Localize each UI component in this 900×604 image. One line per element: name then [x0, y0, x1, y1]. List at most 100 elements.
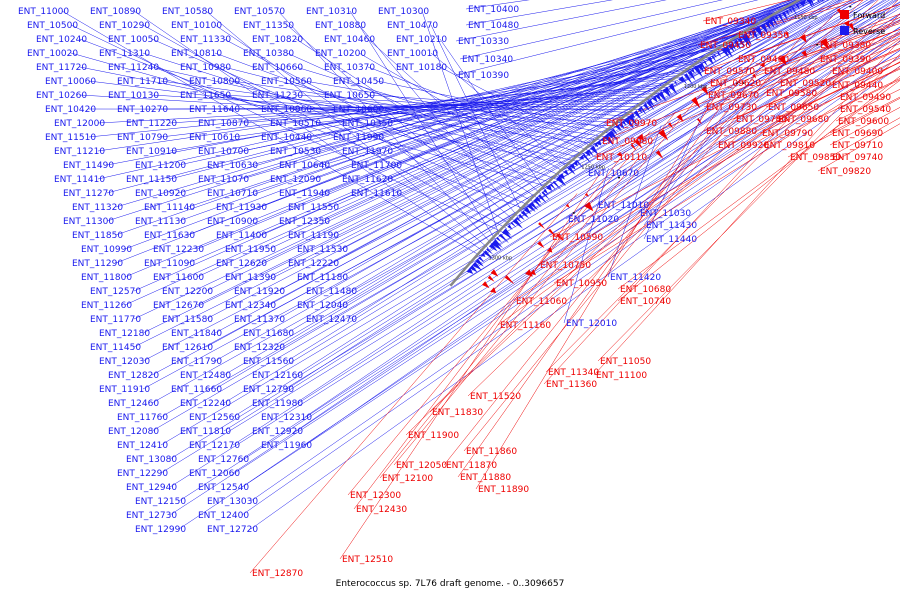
gene-label: ENT_12570	[90, 287, 141, 297]
gene-label: ENT_09460	[738, 55, 789, 65]
gene-label: ENT_10640	[279, 161, 330, 171]
gene-label: ENT_11550	[288, 203, 339, 213]
gene-label: ENT_12170	[189, 441, 240, 451]
gene-label: ENT_11420	[610, 273, 661, 283]
leader-line	[564, 168, 609, 323]
gene-label: ENT_10890	[90, 7, 141, 17]
legend-label: Reverse	[853, 27, 885, 36]
gene-label: ENT_11370	[234, 315, 285, 325]
gene-label: ENT_10460	[324, 35, 375, 45]
gene-label: ENT_10950	[556, 279, 607, 289]
gene-label: ENT_10560	[261, 77, 312, 87]
forward-feature	[566, 204, 570, 208]
gene-label: ENT_11990	[333, 133, 384, 143]
gene-label: ENT_10340	[462, 55, 513, 65]
gene-label: ENT_12340	[225, 301, 276, 311]
gene-label: ENT_12790	[243, 385, 294, 395]
gene-label: ENT_10060	[45, 77, 96, 87]
gene-label: ENT_09670	[708, 91, 759, 101]
gene-label: ENT_12100	[382, 474, 433, 484]
gene-label: ENT_11910	[99, 385, 150, 395]
gene-label: ENT_10270	[117, 105, 168, 115]
gene-label: ENT_11390	[225, 273, 276, 283]
gene-label: ENT_11350	[243, 21, 294, 31]
gene-label: ENT_10440	[261, 133, 312, 143]
other-feature	[849, 6, 851, 8]
gene-label: ENT_12300	[350, 491, 401, 501]
gene-label: ENT_10470	[387, 21, 438, 31]
gene-label: ENT_10050	[108, 35, 159, 45]
gene-label: ENT_11960	[261, 441, 312, 451]
gene-label: ENT_10980	[180, 63, 231, 73]
gene-label: ENT_10350	[342, 119, 393, 129]
gene-label: ENT_11200	[135, 161, 186, 171]
gene-label: ENT_11970	[342, 147, 393, 157]
gene-label: ENT_09540	[840, 105, 891, 115]
gene-label: ENT_12460	[108, 399, 159, 409]
gene-label: ENT_09710	[832, 141, 883, 151]
gene-label: ENT_12080	[108, 427, 159, 437]
gene-label: ENT_09400	[832, 67, 883, 77]
gene-label: ENT_11610	[351, 189, 402, 199]
gene-label: ENT_10180	[396, 63, 447, 73]
gene-label: ENT_11790	[171, 357, 222, 367]
gene-label: ENT_11130	[135, 217, 186, 227]
gene-label: ENT_12610	[162, 343, 213, 353]
gene-label: ENT_09730	[706, 103, 757, 113]
gene-label: ENT_12870	[252, 569, 303, 579]
gene-label: ENT_10500	[27, 21, 78, 31]
gene-label: ENT_10370	[324, 63, 375, 73]
gene-label: ENT_12920	[252, 427, 303, 437]
gene-label: ENT_11450	[90, 343, 141, 353]
gene-label: ENT_12310	[261, 413, 312, 423]
gene-label: ENT_11270	[63, 189, 114, 199]
gene-label: ENT_11680	[243, 329, 294, 339]
gene-label: ENT_12480	[180, 371, 231, 381]
gene-label: ENT_10870	[198, 119, 249, 129]
gene-label: ENT_12320	[234, 343, 285, 353]
gene-label: ENT_10240	[36, 35, 87, 45]
gene-label: ENT_11940	[279, 189, 330, 199]
gene-label: ENT_11870	[446, 461, 497, 471]
gene-label: ENT_11850	[72, 231, 123, 241]
gene-label: ENT_12180	[99, 329, 150, 339]
gene-label: ENT_09690	[832, 129, 883, 139]
genome-caption: Enterococcus sp. 7L76 draft genome. - 0.…	[336, 579, 565, 589]
gene-label: ENT_11830	[432, 408, 483, 418]
gene-label: ENT_10700	[198, 147, 249, 157]
gene-label: ENT_09850	[790, 153, 841, 163]
gene-label: ENT_11210	[54, 147, 105, 157]
gene-label: ENT_12200	[162, 287, 213, 297]
gene-label: ENT_11720	[36, 63, 87, 73]
gene-label: ENT_12470	[306, 315, 357, 325]
gene-label: ENT_10900	[207, 217, 258, 227]
gene-label: ENT_11880	[460, 473, 511, 483]
gene-label: ENT_11770	[90, 315, 141, 325]
gene-label: ENT_12040	[297, 301, 348, 311]
gene-label: ENT_12050	[396, 461, 447, 471]
gene-label: ENT_10920	[135, 189, 186, 199]
gene-label: ENT_10130	[108, 91, 159, 101]
gene-label: ENT_11100	[596, 371, 647, 381]
gene-label: ENT_10260	[36, 91, 87, 101]
gene-label: ENT_11640	[189, 105, 240, 115]
gene-label: ENT_11710	[117, 77, 168, 87]
forward-feature	[482, 281, 490, 288]
gene-label: ENT_12240	[180, 399, 231, 409]
gene-label: ENT_11630	[144, 231, 195, 241]
other-feature	[816, 44, 818, 46]
gene-label: ENT_12820	[108, 371, 159, 381]
gene-label: ENT_12560	[189, 413, 240, 423]
gene-label: ENT_09650	[768, 103, 819, 113]
gene-label: ENT_10800	[189, 77, 240, 87]
gene-label: ENT_11360	[546, 380, 597, 390]
gene-label: ENT_10680	[620, 285, 671, 295]
gene-label: ENT_11140	[144, 203, 195, 213]
gene-label: ENT_12720	[207, 525, 258, 535]
gene-label: ENT_10010	[387, 49, 438, 59]
gene-label: ENT_11330	[180, 35, 231, 45]
gene-label: ENT_10810	[171, 49, 222, 59]
gene-label: ENT_11000	[18, 7, 69, 17]
gene-label: ENT_12400	[198, 511, 249, 521]
gene-label: ENT_11430	[646, 221, 697, 231]
